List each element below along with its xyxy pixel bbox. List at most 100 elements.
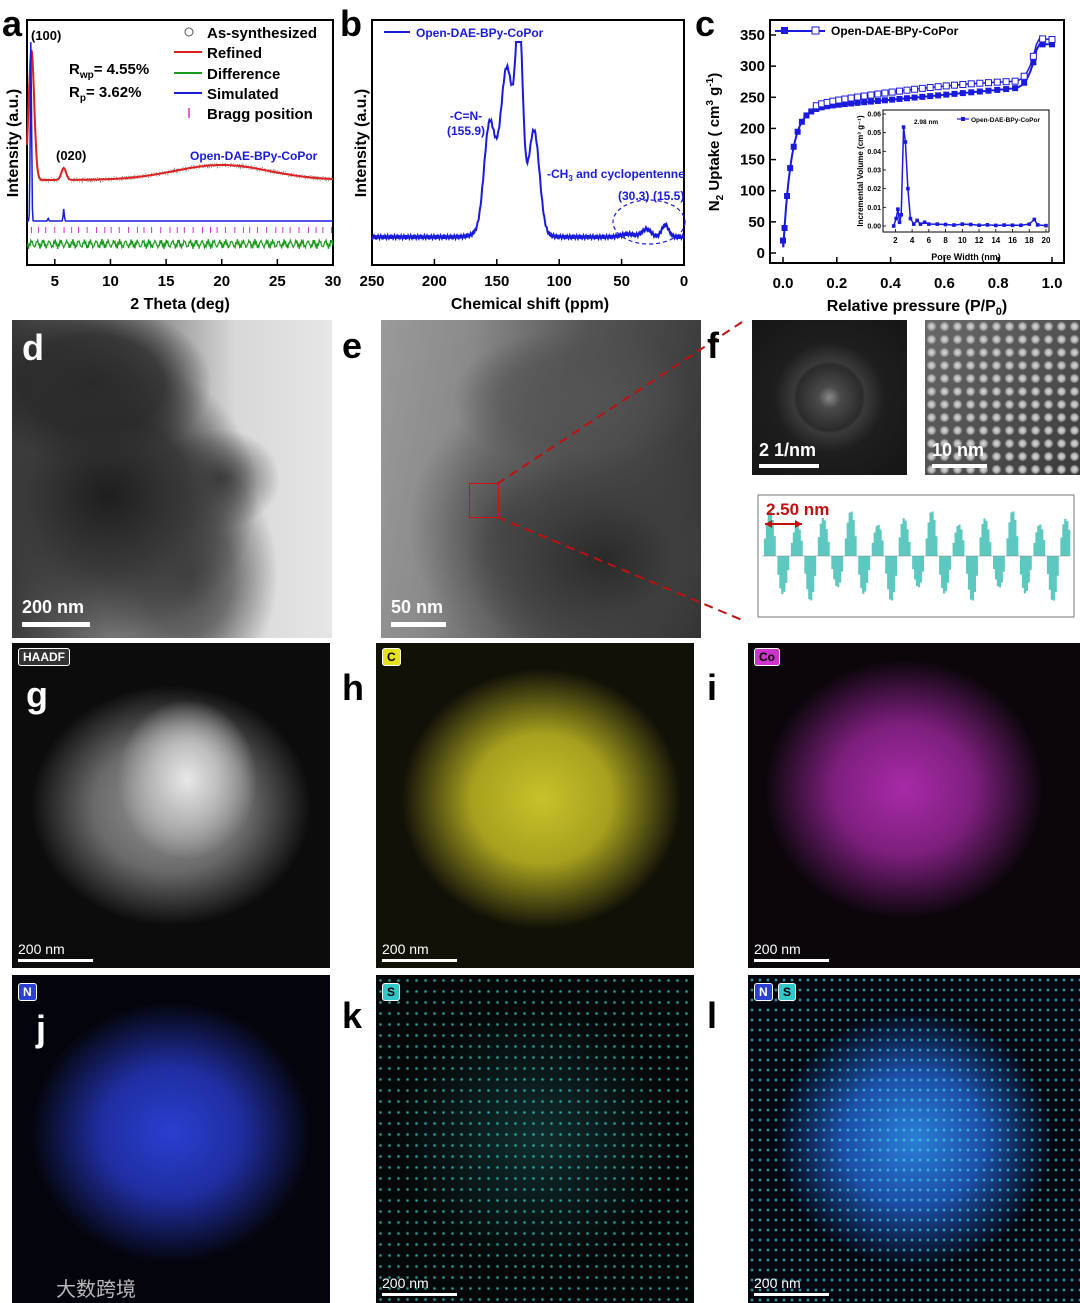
des-marker: [841, 95, 849, 103]
legend-difference: Difference: [207, 66, 280, 83]
watermark: 大数跨境: [56, 1279, 136, 1301]
profile-bar: [908, 542, 911, 556]
inset-markers: [891, 125, 1048, 228]
profile-bar: [858, 556, 861, 575]
profile-bar: [973, 556, 976, 592]
profile-bar: [885, 556, 888, 574]
ads-marker: [968, 89, 975, 96]
profile-bar: [956, 526, 959, 556]
profile-bars: [762, 511, 1071, 601]
profile-bar: [1010, 512, 1013, 556]
inset-marker: [1010, 223, 1015, 228]
ch3-label: -CH3 and cyclopentenne: [547, 167, 685, 183]
profile-bar: [1056, 556, 1059, 576]
ads-marker: [994, 86, 1001, 93]
ads-marker: [943, 91, 950, 98]
des-marker: [1020, 72, 1028, 80]
ads-marker: [1021, 79, 1028, 86]
profile-bar: [796, 525, 799, 556]
profile-bar: [1043, 540, 1046, 556]
profile-bar: [994, 556, 998, 580]
des-marker: [942, 82, 950, 90]
profile-bar: [989, 542, 992, 556]
profile-bar: [812, 556, 815, 592]
panel-label-f: f: [707, 325, 719, 366]
scale-bar-i: [754, 959, 829, 962]
ns-tag-n: N: [754, 983, 773, 1001]
profile-bar: [804, 556, 807, 574]
profile-bar: [810, 556, 813, 601]
profile-bar: [850, 511, 853, 556]
profile-bar: [1023, 556, 1027, 594]
peak-100-label: (100): [31, 28, 61, 43]
profile-bar: [902, 518, 905, 556]
ads-marker: [790, 143, 797, 150]
des-marker: [1029, 52, 1037, 60]
inset-marker: [1032, 217, 1037, 222]
x-tick-label: 0.0: [773, 275, 794, 292]
panel-label-e-outer: e: [342, 325, 363, 366]
profile-bar: [871, 542, 874, 556]
ads-marker: [854, 99, 861, 106]
sulfur-map: S k 200 nm: [376, 975, 694, 1303]
profile-bar: [983, 518, 986, 556]
scale-bar-hrtem: [932, 464, 987, 468]
profile-bar: [837, 556, 840, 588]
profile-bar: [1046, 556, 1050, 574]
ads-marker: [848, 100, 855, 107]
profile-bar: [771, 520, 774, 556]
inset-x-tick-label: 12: [975, 236, 984, 245]
scale-bar-h: [382, 959, 457, 962]
profile-bar: [785, 556, 788, 583]
ads-marker: [780, 237, 786, 244]
profile-bar: [792, 532, 796, 556]
profile-bar: [979, 537, 982, 556]
inset-y-tick-label: 0.05: [867, 130, 881, 137]
profile-bar: [765, 522, 769, 556]
profile-bar: [993, 556, 996, 569]
x-ticks: 5 10 15 20 25 30: [51, 259, 341, 290]
x-tick-label: 50: [613, 273, 630, 290]
des-marker: [918, 84, 926, 92]
inset-y-label: Incremental Volume (cm³ g⁻¹): [856, 115, 865, 227]
panel-label-k-outer: k: [342, 995, 363, 1036]
panel-label-i-outer: i: [707, 667, 718, 708]
profile-bar: [904, 520, 907, 556]
y-ticks: 0 50 100 150 200 250 300 350: [740, 27, 776, 262]
profile-bar: [898, 537, 901, 556]
ads-marker: [903, 95, 910, 102]
profile-bar: [777, 556, 780, 575]
ads-marker: [927, 93, 934, 100]
sample-label-a: Open-DAE-BPy-CoPor: [190, 149, 318, 163]
legend-bragg: Bragg position: [207, 106, 313, 123]
profile-bar: [975, 556, 978, 576]
x-axis-label-a: 2 Theta (deg): [130, 296, 230, 313]
profile-bar: [881, 540, 884, 556]
inset-y-ticks: 0.00 0.01 0.02 0.03 0.04 0.05 0.06: [867, 112, 886, 231]
legend-simulated: Simulated: [207, 86, 279, 103]
profile-bar: [894, 556, 898, 576]
ads-marker: [889, 96, 896, 103]
profile-bar: [1012, 511, 1015, 556]
inset-x-tick-label: 8: [943, 236, 948, 245]
profile-bar: [1014, 520, 1017, 556]
profile-bar: [846, 522, 849, 556]
profile-bar: [844, 538, 848, 556]
ads-marker: [911, 94, 918, 101]
profile-bar: [840, 556, 844, 572]
ads-marker: [1039, 41, 1046, 48]
profile-bar: [917, 556, 921, 588]
profile-bar: [808, 556, 811, 600]
panel-label-g: g: [26, 674, 48, 715]
inset-marker: [901, 125, 906, 129]
profile-bar: [966, 556, 969, 574]
des-marker: [950, 81, 958, 89]
des-marker: [860, 92, 868, 100]
ads-marker: [1049, 41, 1055, 48]
x-axis-label-b: Chemical shift (ppm): [451, 296, 609, 313]
tem-image-d: d 200 nm: [12, 320, 332, 638]
tem-image-e: e 50 nm: [381, 320, 701, 638]
rp-value: = 3.62%: [86, 84, 141, 101]
inset-marker: [911, 222, 916, 226]
profile-bar: [1060, 537, 1063, 556]
